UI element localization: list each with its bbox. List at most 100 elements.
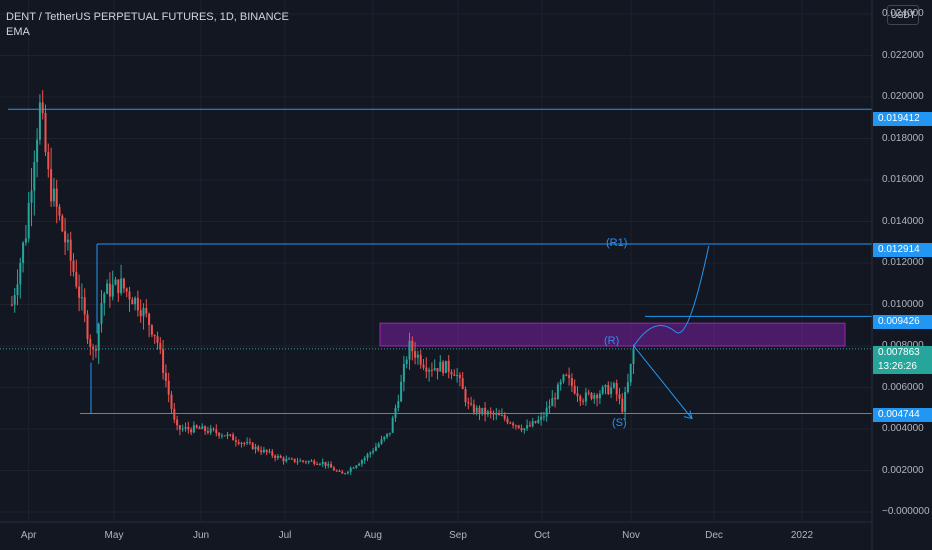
time-tick-label: Apr (20, 530, 37, 541)
price-tick-label: −0.000000 (882, 506, 930, 517)
candle-body (363, 458, 366, 461)
candle-body (293, 458, 296, 462)
candle-body (573, 385, 576, 394)
candle-body (234, 440, 237, 443)
candle-body (380, 439, 383, 444)
candle-body (100, 303, 103, 324)
candle-body (394, 408, 397, 418)
candle-body (150, 325, 153, 335)
candle-body (528, 425, 531, 427)
candle-body (38, 102, 41, 140)
candle-body (257, 446, 260, 451)
candle-body (167, 380, 170, 395)
candle-body (408, 340, 411, 360)
candle-body (425, 367, 428, 372)
annotation-r1: (R1) (606, 237, 628, 249)
candle-body (548, 406, 551, 408)
price-tick-label: 0.016000 (882, 174, 924, 185)
candle-body (30, 190, 33, 203)
candle-body (117, 279, 120, 294)
candle-body (36, 139, 39, 163)
currency-button[interactable]: USDT (887, 5, 919, 25)
candle-body (422, 364, 425, 368)
candle-body (215, 429, 218, 433)
candle-body (128, 291, 131, 300)
time-tick-label: Jul (278, 530, 292, 541)
price-tick-label: 0.012000 (882, 257, 924, 268)
candle-body (103, 293, 106, 304)
candle-body (178, 425, 181, 430)
candle-body (514, 425, 517, 427)
candle-body (579, 396, 582, 401)
candle-body (134, 297, 137, 305)
candle-body (285, 459, 288, 462)
candle-body (554, 397, 557, 400)
candle-body (131, 299, 134, 305)
candle-body (526, 425, 529, 429)
price-tick-label: 0.006000 (882, 381, 924, 393)
candle-body (411, 340, 414, 352)
level-badge-s: 0.004744 (873, 408, 932, 422)
candle-body (523, 428, 526, 431)
candle-body (307, 461, 310, 463)
candle-body (92, 346, 95, 350)
candle-body (176, 419, 179, 426)
candle-body (246, 442, 249, 444)
candle-body (629, 363, 632, 383)
candle-body (447, 360, 450, 372)
candle-body (108, 283, 111, 297)
candle-body (540, 416, 543, 420)
candle-body (632, 348, 635, 364)
candle-body (612, 383, 615, 388)
candle-body (559, 381, 562, 385)
candle-body (24, 238, 27, 243)
candle-body (218, 432, 221, 436)
candle-body (114, 279, 117, 285)
candle-body (531, 421, 534, 427)
indicator-label[interactable]: EMA (6, 26, 30, 38)
candle-body (111, 284, 114, 297)
chart-title: DENT / TetherUS PERPETUAL FUTURES, 1D, B… (6, 11, 289, 23)
candle-body (430, 370, 433, 372)
candle-body (414, 351, 417, 358)
candle-body (265, 449, 268, 453)
candle-body (316, 464, 319, 466)
candle-body (274, 455, 277, 458)
candle-body (27, 202, 30, 239)
candle-body (164, 372, 167, 381)
candle-body (352, 467, 355, 469)
candle-body (506, 418, 509, 423)
candle-body (498, 413, 501, 416)
candle-body (47, 152, 50, 170)
candle-body (44, 113, 47, 153)
candle-body (206, 431, 209, 433)
candle-body (332, 467, 335, 471)
candle-body (83, 297, 86, 315)
candle-body (173, 408, 176, 420)
candle-body (139, 310, 142, 317)
candle-body (584, 392, 587, 402)
candle-body (355, 465, 358, 468)
candle-body (551, 397, 554, 407)
candle-body (142, 308, 145, 317)
candle-body (436, 368, 439, 372)
candle-body (464, 389, 467, 403)
candles (10, 90, 635, 475)
candle-body (601, 387, 604, 394)
candle-body (405, 359, 408, 364)
candle-body (209, 428, 212, 433)
candle-body (313, 460, 316, 465)
annotation-s: (S) (612, 417, 627, 429)
candle-body (72, 260, 75, 272)
candle-body (596, 394, 599, 399)
last-price-badge: 0.007863 (873, 346, 932, 360)
candle-body (604, 385, 607, 388)
candle-body (428, 370, 431, 372)
candle-body (212, 428, 215, 430)
candle-body (290, 458, 293, 460)
candle-body (66, 239, 69, 243)
price-tick-label: 0.024000 (882, 8, 924, 19)
level-badge-top: 0.019412 (873, 112, 932, 126)
candle-body (41, 102, 44, 114)
